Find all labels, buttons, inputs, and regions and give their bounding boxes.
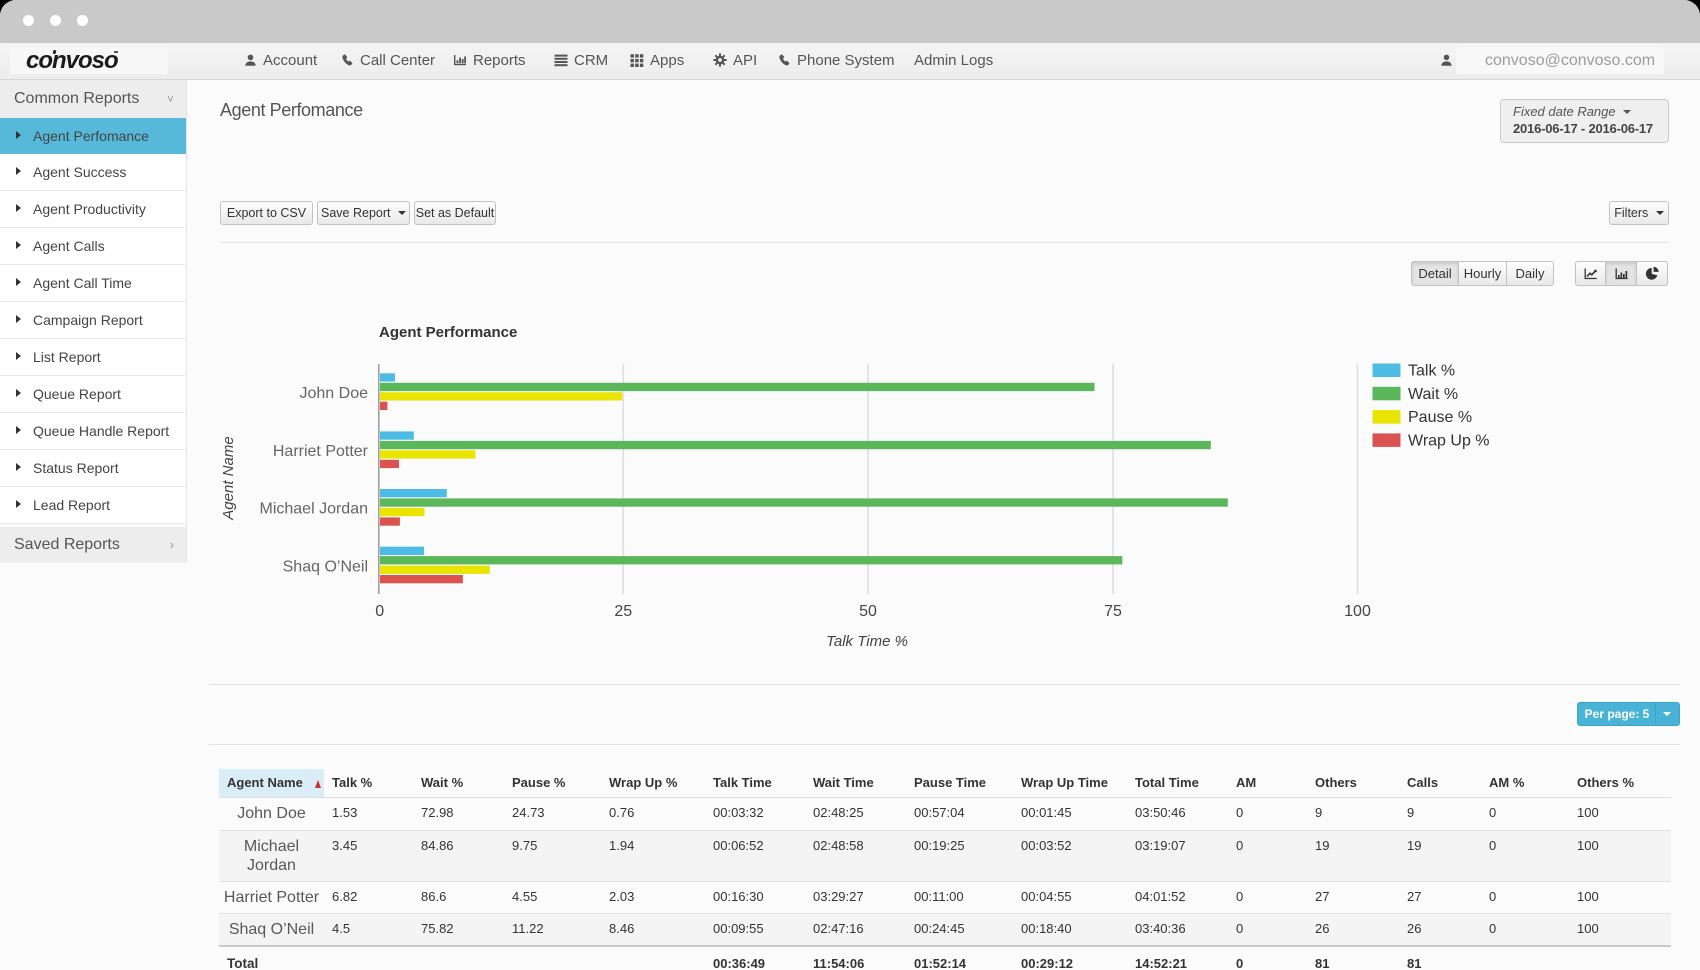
svg-text:0: 0	[375, 603, 384, 620]
svg-text:Agent Name: Agent Name	[220, 436, 237, 520]
svg-text:Agent Performance: Agent Performance	[379, 324, 517, 341]
svg-text:100: 100	[1344, 603, 1371, 620]
svg-text:Michael Jordan: Michael Jordan	[260, 501, 369, 518]
svg-text:John Doe: John Doe	[300, 385, 369, 402]
svg-text:Talk Time %: Talk Time %	[826, 633, 908, 650]
svg-text:Talk %: Talk %	[1408, 363, 1455, 380]
svg-text:25: 25	[614, 603, 632, 620]
svg-text:50: 50	[859, 603, 877, 620]
svg-text:Pause %: Pause %	[1408, 409, 1472, 426]
svg-text:Harriet Potter: Harriet Potter	[273, 443, 369, 460]
svg-text:Wait %: Wait %	[1408, 386, 1458, 403]
svg-text:Wrap Up %: Wrap Up %	[1408, 432, 1490, 449]
svg-text:Shaq O’Neil: Shaq O’Neil	[283, 558, 368, 575]
svg-text:75: 75	[1104, 603, 1122, 620]
